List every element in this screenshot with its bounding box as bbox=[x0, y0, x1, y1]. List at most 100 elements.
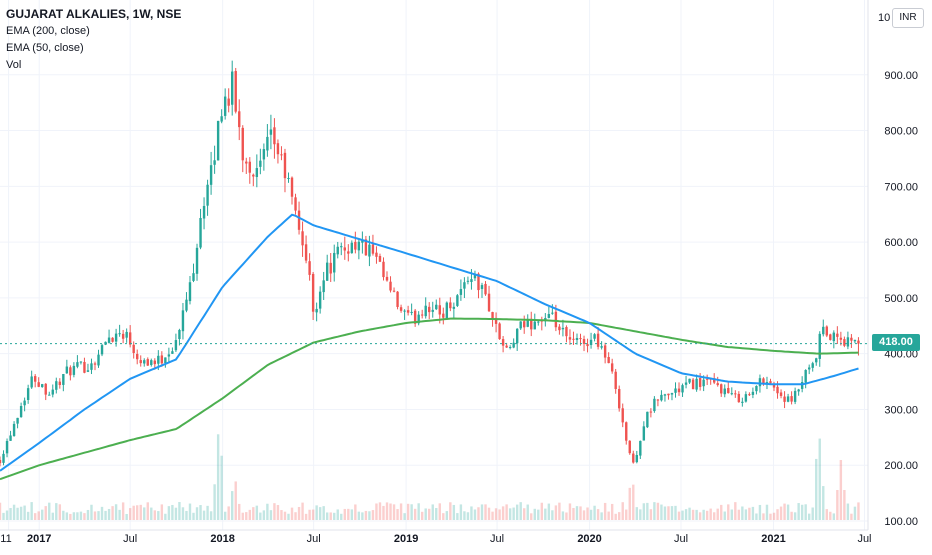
volume-bar bbox=[582, 510, 586, 520]
volume-bar bbox=[593, 505, 596, 520]
candle-body bbox=[209, 165, 213, 185]
candle-body bbox=[396, 291, 399, 307]
symbol-title[interactable]: GUJARAT ALKALIES, 1W, NSE bbox=[6, 7, 182, 21]
candle-body bbox=[262, 149, 266, 160]
candle-body bbox=[431, 309, 434, 312]
candle-body bbox=[241, 127, 244, 161]
volume-bar bbox=[30, 502, 33, 520]
candle-body bbox=[720, 384, 723, 394]
volume-bar bbox=[368, 511, 371, 520]
candle-body bbox=[9, 435, 12, 441]
candle-body bbox=[283, 152, 287, 179]
volume-bar bbox=[241, 512, 244, 520]
candle-body bbox=[473, 273, 477, 279]
candle-body bbox=[505, 345, 508, 348]
volume-bar bbox=[33, 513, 37, 520]
candle-body bbox=[568, 337, 572, 340]
volume-bar bbox=[586, 507, 589, 520]
volume-bar bbox=[171, 504, 174, 520]
candle-body bbox=[480, 285, 484, 289]
volume-bar bbox=[540, 502, 544, 520]
indicator-ema50[interactable]: EMA (50, close) bbox=[6, 42, 84, 54]
candle-body bbox=[340, 246, 343, 248]
volume-bar bbox=[139, 504, 142, 520]
volume-bar bbox=[435, 508, 438, 520]
candle-body bbox=[660, 394, 663, 401]
candle-body bbox=[269, 129, 273, 135]
volume-bar bbox=[51, 512, 54, 520]
volume-bar bbox=[442, 513, 445, 520]
candle-body bbox=[382, 261, 385, 278]
volume-bar bbox=[69, 513, 72, 520]
currency-button[interactable]: INR bbox=[892, 8, 924, 28]
candle-body bbox=[301, 231, 304, 246]
ema200-line bbox=[0, 317, 859, 481]
volume-bar bbox=[181, 507, 185, 520]
volume-bar bbox=[533, 508, 536, 520]
candle-body bbox=[97, 354, 100, 366]
volume-bar bbox=[674, 505, 677, 520]
candle-body bbox=[231, 71, 234, 105]
candle-body bbox=[843, 339, 846, 346]
candle-body bbox=[424, 305, 427, 317]
candle-body bbox=[171, 351, 174, 354]
volume-bar bbox=[825, 509, 828, 520]
volume-bar bbox=[713, 512, 716, 520]
volume-bar bbox=[150, 507, 153, 520]
chart-legend: GUJARAT ALKALIES, 1W, NSE EMA (200, clos… bbox=[6, 6, 181, 74]
volume-bar bbox=[572, 507, 575, 520]
candle-body bbox=[656, 399, 660, 401]
volume-bar bbox=[829, 511, 832, 520]
volume-bar bbox=[79, 511, 83, 520]
indicator-volume[interactable]: Vol bbox=[6, 59, 22, 71]
volume-bar bbox=[547, 503, 551, 520]
volume-bar bbox=[413, 508, 417, 520]
candle-body bbox=[515, 328, 519, 344]
volume-bar bbox=[737, 509, 741, 520]
volume-bar bbox=[375, 503, 378, 520]
volume-bar bbox=[618, 512, 621, 520]
candle-body bbox=[807, 367, 811, 370]
candle-body bbox=[618, 389, 621, 409]
volume-bar bbox=[649, 509, 653, 520]
volume-bar bbox=[23, 505, 26, 520]
candles-layer bbox=[0, 60, 860, 467]
candle-body bbox=[797, 389, 800, 392]
candle-body bbox=[69, 367, 72, 376]
volume-bar bbox=[480, 504, 484, 520]
volume-bar bbox=[86, 509, 90, 520]
volume-bar bbox=[0, 502, 2, 520]
volume-bar bbox=[354, 504, 357, 520]
indicator-ema200[interactable]: EMA (200, close) bbox=[6, 25, 90, 37]
volume-bar bbox=[853, 506, 857, 520]
volume-bar bbox=[406, 503, 410, 520]
volume-bar bbox=[83, 513, 86, 520]
candle-body bbox=[783, 396, 786, 402]
candle-body bbox=[72, 365, 76, 375]
volume-bar bbox=[452, 504, 456, 520]
volume-bar bbox=[72, 512, 76, 520]
x-tick-label: 2017 bbox=[27, 533, 51, 545]
volume-bar bbox=[26, 511, 30, 520]
x-tick-label: 2019 bbox=[394, 533, 418, 545]
volume-bar bbox=[220, 455, 223, 520]
candle-body bbox=[790, 396, 793, 402]
candle-body bbox=[297, 210, 301, 230]
candle-body bbox=[526, 319, 529, 327]
candle-body bbox=[5, 440, 9, 454]
volume-bar bbox=[199, 505, 202, 520]
candle-body bbox=[378, 255, 382, 262]
candle-body bbox=[456, 295, 459, 306]
candle-body bbox=[519, 321, 522, 329]
candle-body bbox=[178, 329, 181, 340]
candle-body bbox=[561, 327, 565, 330]
candle-body bbox=[347, 251, 350, 254]
volume-bar bbox=[382, 505, 385, 520]
volume-bar bbox=[403, 513, 406, 520]
x-tick-label: 2018 bbox=[210, 533, 234, 545]
volume-bar bbox=[653, 502, 656, 520]
candle-body bbox=[501, 339, 505, 346]
volume-bar bbox=[477, 507, 480, 520]
candle-body bbox=[523, 321, 526, 328]
